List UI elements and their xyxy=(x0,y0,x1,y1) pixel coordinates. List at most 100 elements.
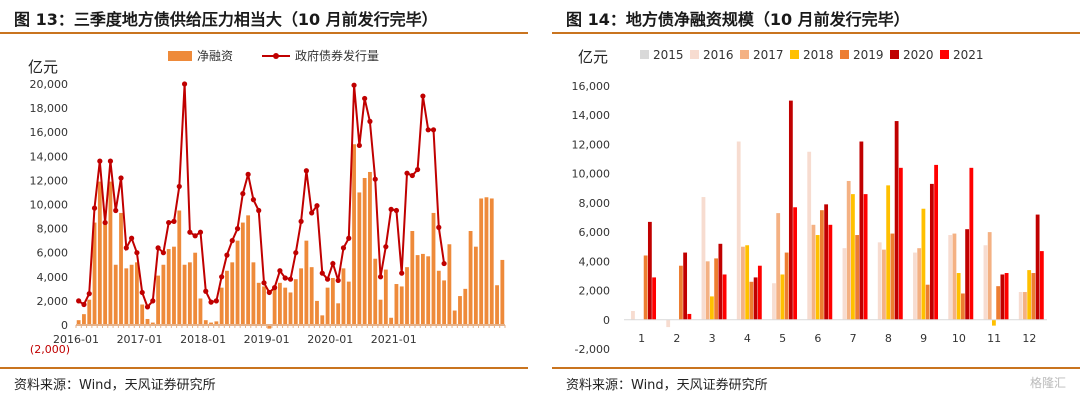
net-financing-bar xyxy=(113,264,118,325)
net-financing-bar-2018 xyxy=(815,235,820,320)
net-financing-bar xyxy=(182,264,187,325)
net-financing-bar-2019 xyxy=(960,293,965,320)
issuance-point xyxy=(362,95,368,102)
y-tick-label: 10,000 xyxy=(572,168,611,181)
y-tick-label: 8,000 xyxy=(37,223,69,236)
net-financing-bar-2020 xyxy=(1000,274,1005,320)
issuance-point xyxy=(346,235,352,241)
issuance-point xyxy=(197,229,204,235)
net-financing-bar xyxy=(256,282,261,325)
net-financing-bar-2021 xyxy=(687,313,692,320)
net-financing-bar xyxy=(336,303,341,325)
net-financing-bar-2016 xyxy=(666,319,671,328)
net-financing-bar-2020 xyxy=(683,252,688,320)
net-financing-bar xyxy=(362,177,367,325)
issuance-point xyxy=(245,171,251,177)
y-tick-label: 0 xyxy=(603,314,610,327)
issuance-point xyxy=(340,245,347,251)
issuance-point xyxy=(298,218,304,224)
net-financing-bar xyxy=(473,246,478,325)
net-financing-bar xyxy=(320,315,325,325)
net-financing-bar xyxy=(203,320,208,325)
issuance-point xyxy=(118,175,124,181)
x-tick-label: 2017-01 xyxy=(117,333,163,346)
issuance-point xyxy=(76,298,82,304)
issuance-point xyxy=(319,270,325,276)
net-financing-bar xyxy=(235,240,240,325)
net-financing-bar xyxy=(495,285,499,325)
net-financing-bar xyxy=(383,269,388,325)
net-financing-bar-2021 xyxy=(898,167,903,320)
issuance-point xyxy=(102,219,108,226)
net-financing-bar xyxy=(225,270,229,325)
issuance-point xyxy=(81,301,87,308)
net-financing-bar-2021 xyxy=(828,224,833,320)
net-financing-bar-2018 xyxy=(745,245,750,320)
legend-label-2017: 2017 xyxy=(753,48,784,62)
legend-label-2015: 2015 xyxy=(653,48,684,62)
net-financing-bar xyxy=(309,267,314,325)
net-financing-bar xyxy=(267,325,272,329)
net-financing-bar-2019 xyxy=(784,252,789,320)
net-financing-bar-2018 xyxy=(710,296,714,320)
net-financing-bar-2016 xyxy=(983,245,988,320)
net-financing-bar xyxy=(193,252,198,325)
net-financing-bar-2020 xyxy=(788,100,793,320)
y-tick-label: 6,000 xyxy=(37,247,69,260)
net-financing-bar xyxy=(156,275,160,325)
net-financing-bar-2020 xyxy=(753,277,758,320)
y-tick-label: 14,000 xyxy=(30,150,69,163)
net-financing-bar xyxy=(251,262,256,325)
net-financing-bar xyxy=(463,288,468,325)
net-financing-bar xyxy=(87,299,92,325)
net-financing-bar xyxy=(140,304,145,325)
net-financing-bar-2017 xyxy=(987,232,992,320)
issuance-point xyxy=(309,210,315,216)
net-financing-bar xyxy=(431,212,436,325)
issuance-point xyxy=(330,260,336,267)
issuance-point xyxy=(266,289,272,296)
net-financing-bar xyxy=(325,287,330,325)
net-financing-bar xyxy=(246,215,251,325)
y-tick-label: -2,000 xyxy=(575,343,610,356)
issuance-point xyxy=(160,250,166,256)
legend-label-2018: 2018 xyxy=(803,48,834,62)
net-financing-bar xyxy=(129,264,134,325)
x-tick-label: 11 xyxy=(987,332,1001,345)
issuance-point xyxy=(113,207,119,214)
net-financing-bar xyxy=(262,286,266,325)
legend-swatch-2017 xyxy=(740,50,749,59)
figure-13-source: 资料来源：Wind，天风证券研究所 xyxy=(14,378,216,393)
y-tick-label: 2,000 xyxy=(37,295,69,308)
issuance-point xyxy=(356,142,362,149)
net-financing-bar-2018 xyxy=(992,319,996,326)
y-tick-label: 8,000 xyxy=(579,197,611,210)
net-financing-bar xyxy=(399,286,404,325)
x-tick-label: 1 xyxy=(638,332,645,345)
net-financing-bar-2021 xyxy=(934,164,939,320)
net-financing-bar-2019 xyxy=(678,265,683,320)
x-tick-label: 7 xyxy=(850,332,857,345)
issuance-point xyxy=(293,250,299,256)
issuance-point xyxy=(150,298,156,304)
x-tick-label: 2021-01 xyxy=(371,333,417,346)
title-rule xyxy=(552,32,1080,34)
x-tick-label: 2018-01 xyxy=(180,333,226,346)
x-tick-label: 2020-01 xyxy=(307,333,353,346)
issuance-point xyxy=(86,291,92,297)
net-financing-bar-2021 xyxy=(1039,251,1044,320)
net-financing-bar-2017 xyxy=(741,246,745,320)
net-financing-bar-2016 xyxy=(842,248,847,320)
net-financing-bar-2019 xyxy=(643,255,648,320)
net-financing-bar xyxy=(452,310,457,325)
net-financing-bar xyxy=(82,314,86,325)
net-financing-bar xyxy=(410,231,415,325)
net-financing-bar-2016 xyxy=(807,151,812,320)
net-financing-bar-2020 xyxy=(894,121,899,320)
watermark-logo: 格隆汇 xyxy=(1029,376,1066,390)
chart-14-net-financing-by-month: 亿元 -2,000 0 2,000 4,000 6,000 8,000 10,000 12,00… xyxy=(572,48,1047,356)
net-financing-bar xyxy=(230,262,235,325)
x-tick-label: 12 xyxy=(1022,332,1036,345)
net-financing-bar-2019 xyxy=(1031,273,1036,320)
net-financing-bar xyxy=(357,192,362,325)
